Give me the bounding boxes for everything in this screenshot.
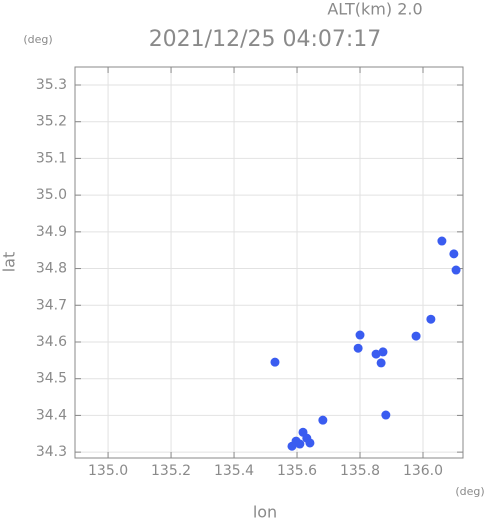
echo-point	[381, 410, 391, 420]
x-axis-label: lon	[253, 503, 277, 521]
echo-point	[353, 343, 363, 353]
plot-frame	[74, 66, 464, 459]
echo-point	[305, 438, 315, 448]
y-tick-label: 34.9	[36, 224, 67, 240]
y-tick-label: 34.4	[36, 407, 67, 423]
echo-point	[355, 330, 365, 340]
echo-point	[426, 314, 436, 324]
x-tick-label: 135.6	[277, 463, 317, 479]
x-tick-label: 135.0	[88, 463, 128, 479]
x-tick-label: 135.8	[340, 463, 380, 479]
y-tick-label: 35.1	[36, 150, 67, 166]
echo-point	[371, 349, 381, 359]
y-tick-label: 34.8	[36, 261, 67, 277]
x-tick-label: 135.2	[151, 463, 191, 479]
echo-point	[291, 436, 301, 446]
altitude-annotation: ALT(km) 2.0	[327, 0, 422, 19]
echo-point	[449, 249, 459, 259]
y-unit: (deg)	[23, 33, 52, 46]
echo-point	[318, 415, 328, 425]
y-tick-label: 34.3	[36, 444, 67, 460]
y-tick-label: 34.5	[36, 371, 67, 387]
echo-point	[376, 358, 386, 368]
echo-point	[411, 331, 421, 341]
x-tick-label: 136.0	[403, 463, 443, 479]
echo-point	[451, 265, 461, 275]
y-tick-label: 34.6	[36, 334, 67, 350]
y-tick-label: 35.0	[36, 187, 67, 203]
echo-point	[378, 347, 388, 357]
x-tick-label: 135.4	[214, 463, 254, 479]
y-tick-label: 35.2	[36, 114, 67, 130]
chart-title: 2021/12/25 04:07:17	[149, 27, 382, 52]
echo-point	[270, 357, 280, 367]
x-unit: (deg)	[455, 485, 484, 498]
y-axis-label: lat	[0, 252, 19, 273]
y-tick-label: 34.7	[36, 297, 67, 313]
echo-point	[437, 236, 447, 246]
y-tick-label: 35.3	[36, 77, 67, 93]
